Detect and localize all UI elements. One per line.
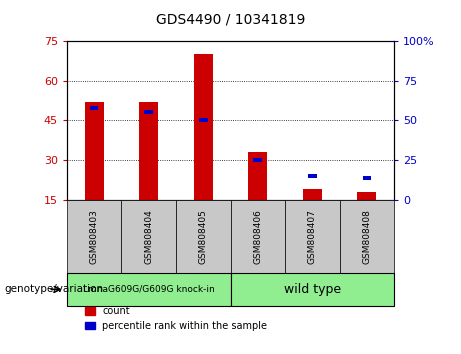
- Bar: [254, 158, 262, 162]
- Text: GSM808404: GSM808404: [144, 209, 153, 264]
- Bar: [363, 176, 371, 180]
- Text: GDS4490 / 10341819: GDS4490 / 10341819: [156, 12, 305, 27]
- Bar: [248, 152, 267, 200]
- Bar: [199, 118, 207, 122]
- Bar: [90, 105, 98, 110]
- Text: GSM808406: GSM808406: [253, 209, 262, 264]
- Bar: [139, 102, 158, 200]
- Bar: [308, 174, 317, 178]
- Text: LmnaG609G/G609G knock-in: LmnaG609G/G609G knock-in: [83, 285, 214, 294]
- Bar: [303, 189, 322, 200]
- Text: GSM808405: GSM808405: [199, 209, 208, 264]
- Bar: [84, 102, 104, 200]
- Text: GSM808407: GSM808407: [308, 209, 317, 264]
- Bar: [144, 110, 153, 114]
- Bar: [194, 54, 213, 200]
- Text: GSM808408: GSM808408: [362, 209, 372, 264]
- Legend: count, percentile rank within the sample: count, percentile rank within the sample: [81, 302, 271, 335]
- Text: GSM808403: GSM808403: [89, 209, 99, 264]
- Text: wild type: wild type: [284, 283, 341, 296]
- Bar: [357, 192, 377, 200]
- Text: genotype/variation: genotype/variation: [5, 284, 104, 295]
